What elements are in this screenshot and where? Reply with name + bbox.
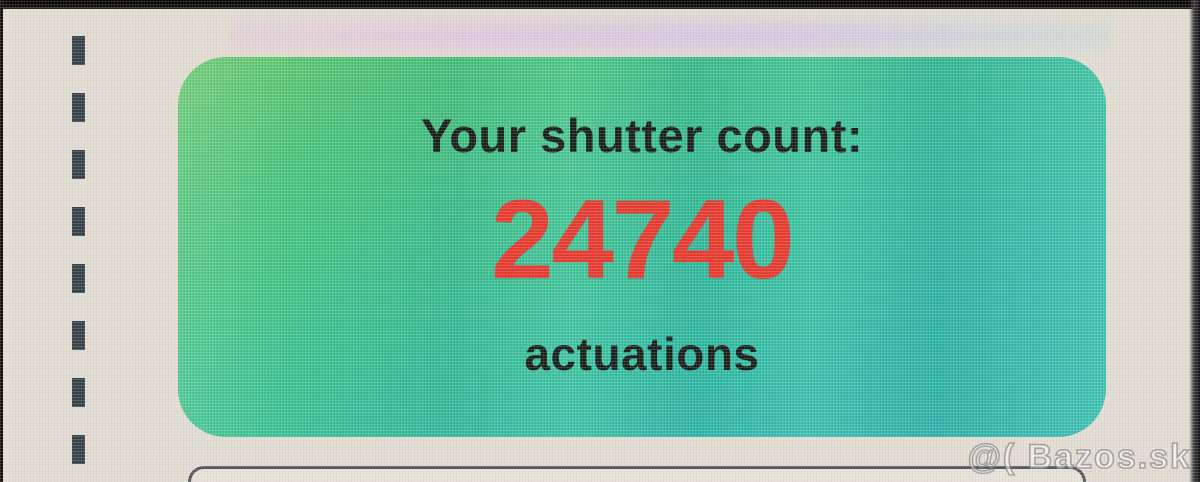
dashed-divider-line — [72, 0, 85, 482]
shutter-count-title: Your shutter count: — [420, 109, 864, 162]
bazos-watermark: @( Bazos.sk — [967, 437, 1191, 477]
shutter-count-content: Your shutter count: 24740 actuations — [178, 57, 1106, 380]
lower-panel-top-edge — [188, 466, 1086, 482]
monitor-right-bezel — [1189, 0, 1200, 482]
monitor-top-bezel — [0, 0, 1200, 9]
shutter-count-card: Your shutter count: 24740 actuations — [178, 57, 1106, 437]
shutter-count-unit: actuations — [524, 328, 760, 380]
shutter-count-value: 24740 — [491, 177, 794, 302]
monitor-left-bezel — [0, 0, 3, 482]
screen-reflection-glow — [230, 8, 1110, 64]
